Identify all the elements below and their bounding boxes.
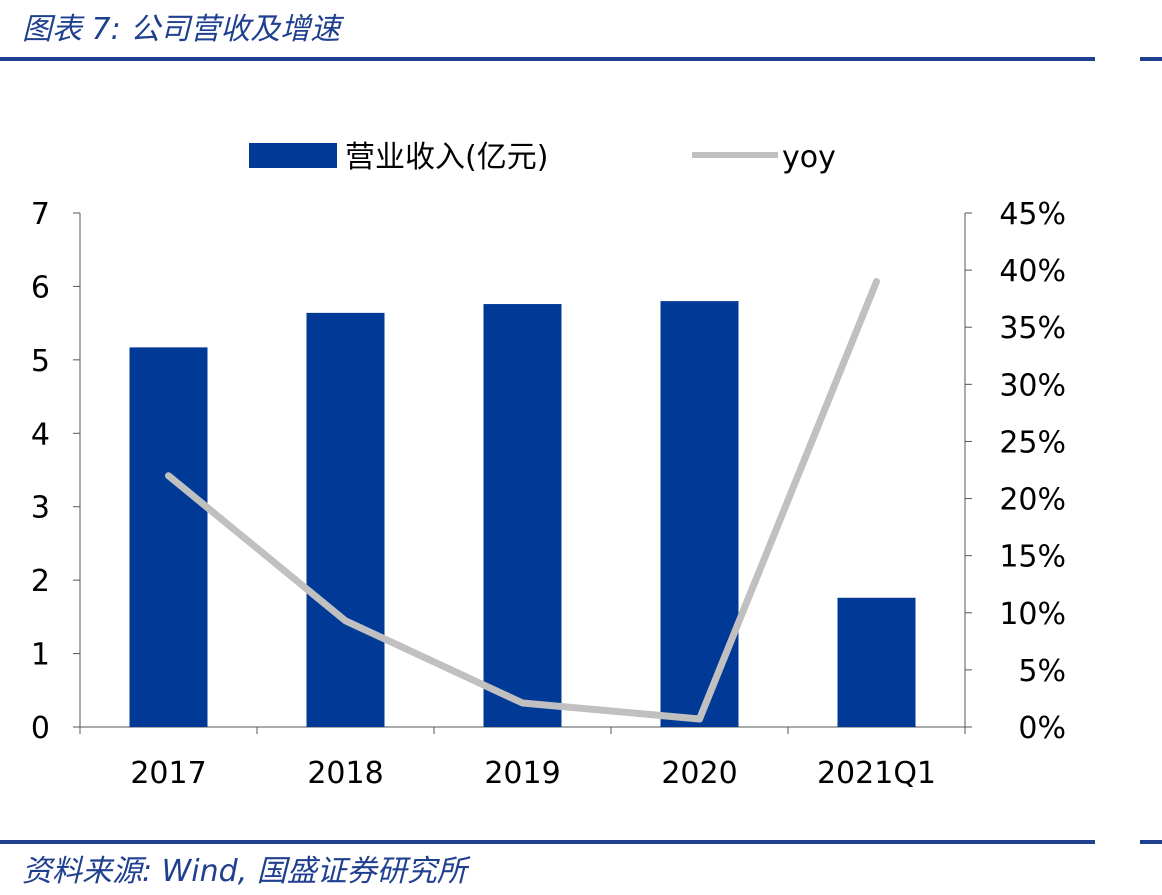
y-left-tick-label: 2 <box>31 564 50 599</box>
y-right-tick-label: 45% <box>999 197 1066 232</box>
figure-title: 图表 7: 公司营收及增速 <box>22 12 341 47</box>
x-tick-label: 2020 <box>661 756 737 791</box>
bottom-rule <box>0 840 1095 844</box>
y-left-tick-label: 3 <box>31 491 50 526</box>
y-right-tick-label: 40% <box>999 254 1066 289</box>
bars-group <box>129 301 916 727</box>
legend-label-yoy: yoy <box>782 140 836 175</box>
y-left-tick-label: 5 <box>31 344 50 379</box>
bar-2020 <box>660 301 739 727</box>
y-left-tick-label: 7 <box>31 197 50 232</box>
y-right-tick-label: 10% <box>999 597 1066 632</box>
y-left-tick-label: 6 <box>31 270 50 305</box>
top-rule-tail <box>1140 57 1162 61</box>
legend-label-revenue: 营业收入(亿元) <box>345 140 548 175</box>
bottom-rule-tail <box>1140 840 1162 844</box>
y-right-tick-label: 25% <box>999 425 1066 460</box>
y-right-tick-label: 0% <box>1018 711 1066 746</box>
y-right-tick-label: 30% <box>999 368 1066 403</box>
x-tick-labels: 2017 2018 2019 2020 2021Q1 <box>130 756 936 791</box>
y-right-tick-label: 5% <box>1018 654 1066 689</box>
y-right-tick-label: 15% <box>999 540 1066 575</box>
legend-swatch-revenue <box>249 143 337 168</box>
x-tick-label: 2018 <box>307 756 383 791</box>
axes-group: 0 1 2 3 4 5 6 7 0% 5% 10% 15% 20% 25% 30% 35% 40% 45% <box>31 197 1066 746</box>
y-left-tick-label: 1 <box>31 638 50 673</box>
x-tick-label: 2019 <box>484 756 560 791</box>
yoy-line-group <box>165 278 880 723</box>
top-rule <box>0 57 1095 61</box>
y-right-tick-label: 20% <box>999 483 1066 518</box>
figure-source: 资料来源: Wind, 国盛证券研究所 <box>22 854 467 889</box>
bar-2021Q1 <box>837 597 916 727</box>
chart-legend: 营业收入(亿元) yoy <box>249 140 836 175</box>
bar-2018 <box>306 312 385 727</box>
bar-2019 <box>483 304 562 727</box>
y-right-tick-label: 35% <box>999 311 1066 346</box>
x-tick-label: 2021Q1 <box>817 756 936 791</box>
y-left-tick-label: 0 <box>31 711 50 746</box>
x-tick-label: 2017 <box>130 756 206 791</box>
bar-2017 <box>129 347 208 727</box>
y-left-tick-label: 4 <box>31 417 50 452</box>
